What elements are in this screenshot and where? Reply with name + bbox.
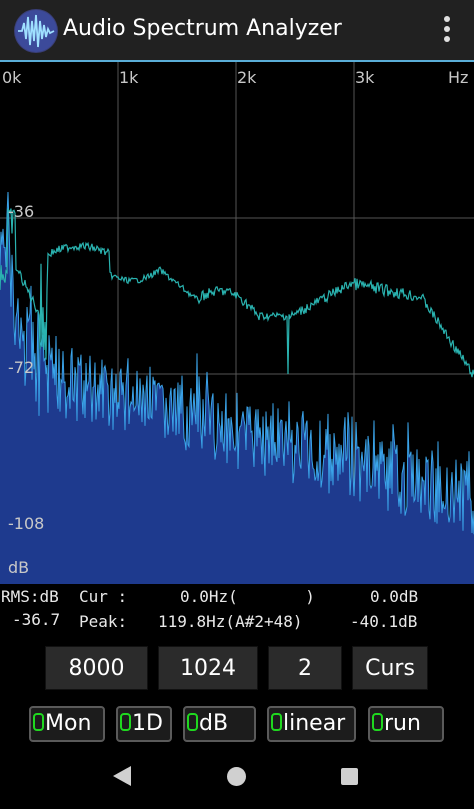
recents-square-icon[interactable]: [341, 768, 358, 785]
x-tick-0k: 0k: [2, 68, 22, 87]
spectrum-graph: [0, 62, 474, 584]
1d-toggle-label: 1D: [132, 711, 163, 736]
overflow-menu-icon[interactable]: [442, 14, 452, 46]
spectrum-fill: [0, 192, 474, 584]
x-tick-1k: 1k: [119, 68, 139, 87]
run-toggle[interactable]: run: [368, 706, 444, 742]
linear-toggle-label: linear: [283, 711, 346, 736]
linear-toggle[interactable]: linear: [267, 706, 356, 742]
monitor-toggle[interactable]: Mon: [29, 706, 105, 742]
cursor-db: 0.0dB: [370, 587, 419, 606]
rms-value: -36.7: [12, 610, 61, 629]
x-tick-3k: 3k: [355, 68, 375, 87]
peak-label: Peak:: [79, 612, 128, 631]
1d-led-icon: [120, 713, 131, 731]
y-tick-72: -72: [8, 358, 35, 377]
x-tick-2k: 2k: [237, 68, 257, 87]
db-toggle[interactable]: dB: [183, 706, 256, 742]
monitor-toggle-label: Mon: [45, 711, 92, 736]
db-led-icon: [187, 713, 198, 731]
linear-led-icon: [271, 713, 282, 731]
average-button[interactable]: 2: [268, 646, 342, 690]
home-circle-icon[interactable]: [227, 767, 246, 786]
peak-db: -40.1dB: [350, 612, 418, 631]
appbar-divider: [0, 60, 474, 62]
run-led-icon: [372, 713, 383, 731]
cursor-label: Cur :: [79, 587, 128, 606]
peak-frequency: 119.8Hz(A#2+48): [158, 612, 303, 631]
back-triangle-icon[interactable]: [113, 766, 131, 786]
app-title: Audio Spectrum Analyzer: [63, 16, 342, 41]
spectrum-plot[interactable]: 0k 1k 2k 3k Hz -36 -72 -108 dB: [0, 62, 474, 584]
y-tick-108: -108: [8, 514, 45, 533]
waveform-logo-icon: [14, 9, 58, 53]
peak-hold-line: [0, 207, 474, 378]
cursor-frequency: 0.0Hz( ): [180, 587, 315, 606]
run-toggle-label: run: [384, 711, 421, 736]
system-nav-bar: [0, 746, 474, 809]
x-axis-unit: Hz: [448, 68, 469, 87]
sample-rate-button[interactable]: 8000: [45, 646, 148, 690]
monitor-led-icon: [33, 713, 44, 731]
y-axis-unit: dB: [8, 558, 30, 577]
y-tick-36: -36: [8, 202, 35, 221]
db-toggle-label: dB: [199, 711, 229, 736]
rms-label: RMS:dB: [1, 587, 59, 606]
spectrum-line: [0, 191, 474, 535]
cursor-button[interactable]: Curs: [352, 646, 428, 690]
fft-length-button[interactable]: 1024: [158, 646, 258, 690]
app-bar: Audio Spectrum Analyzer: [0, 0, 474, 60]
1d-toggle[interactable]: 1D: [116, 706, 172, 742]
